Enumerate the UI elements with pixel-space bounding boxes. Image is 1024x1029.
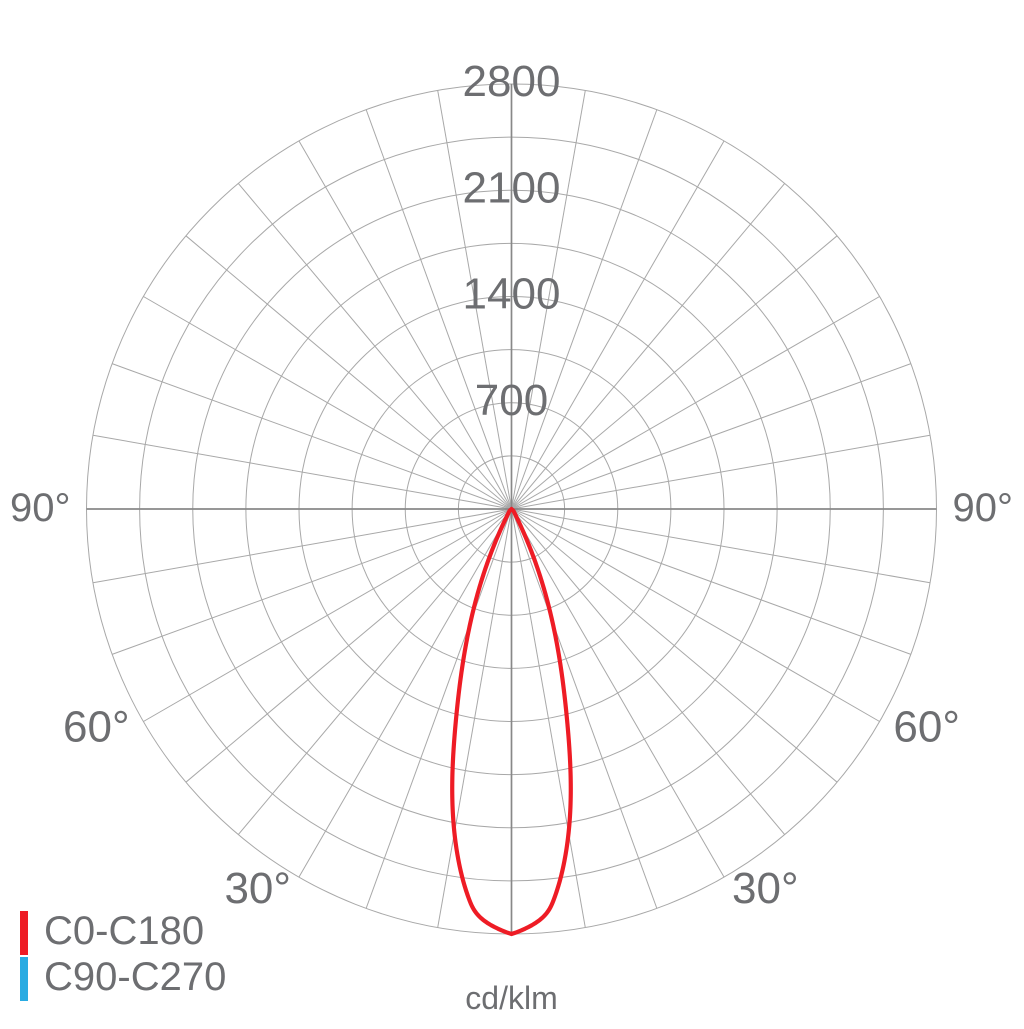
svg-text:60°: 60° bbox=[893, 703, 960, 752]
svg-text:700: 700 bbox=[475, 376, 548, 425]
svg-text:90°: 90° bbox=[10, 486, 71, 530]
svg-text:C0-C180: C0-C180 bbox=[44, 909, 204, 953]
svg-text:60°: 60° bbox=[63, 703, 130, 752]
svg-text:30°: 30° bbox=[224, 864, 291, 913]
svg-text:2800: 2800 bbox=[463, 57, 561, 106]
svg-text:1400: 1400 bbox=[463, 270, 561, 319]
svg-text:2100: 2100 bbox=[463, 163, 561, 212]
svg-text:C90-C270: C90-C270 bbox=[44, 955, 226, 999]
svg-text:90°: 90° bbox=[953, 486, 1014, 530]
svg-text:cd/klm: cd/klm bbox=[465, 980, 557, 1016]
svg-text:30°: 30° bbox=[732, 864, 799, 913]
